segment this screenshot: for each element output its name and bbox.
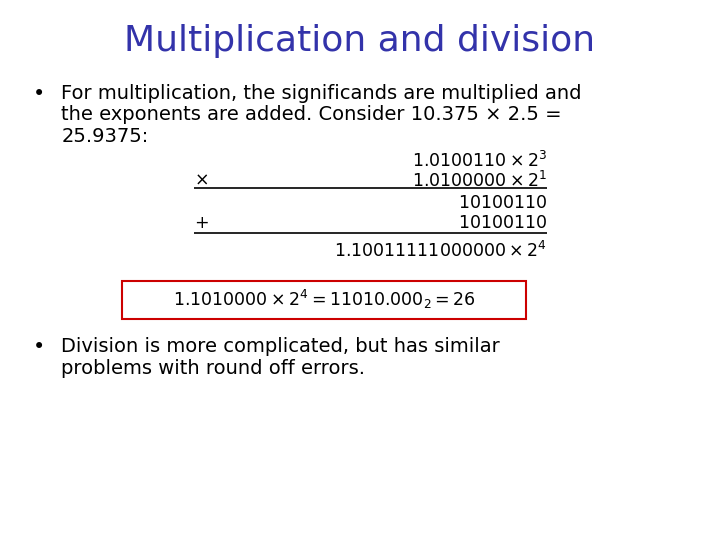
Text: $10100110$: $10100110$: [458, 215, 547, 232]
Text: $1.0100000 \times 2^{1}$: $1.0100000 \times 2^{1}$: [412, 171, 547, 191]
Text: $1.1010000 \times 2^{4} = 11010.000_{2} = 26$: $1.1010000 \times 2^{4} = 11010.000_{2} …: [173, 288, 475, 311]
Text: •: •: [32, 84, 45, 104]
Text: For multiplication, the significands are multiplied and: For multiplication, the significands are…: [61, 84, 582, 103]
Text: $+$: $+$: [194, 215, 209, 232]
FancyBboxPatch shape: [122, 281, 526, 319]
Text: $10100110$: $10100110$: [458, 195, 547, 212]
Text: problems with round off errors.: problems with round off errors.: [61, 359, 365, 378]
Text: Multiplication and division: Multiplication and division: [125, 24, 595, 58]
Text: Division is more complicated, but has similar: Division is more complicated, but has si…: [61, 338, 500, 356]
Text: $1.10011111000000 \times 2^{4}$: $1.10011111000000 \times 2^{4}$: [334, 241, 547, 261]
Text: •: •: [32, 338, 45, 357]
Text: $1.0100110 \times 2^{3}$: $1.0100110 \times 2^{3}$: [412, 151, 547, 171]
Text: $\times$: $\times$: [194, 171, 209, 188]
Text: the exponents are added. Consider 10.375 × 2.5 =: the exponents are added. Consider 10.375…: [61, 105, 562, 124]
Text: 25.9375:: 25.9375:: [61, 127, 148, 146]
